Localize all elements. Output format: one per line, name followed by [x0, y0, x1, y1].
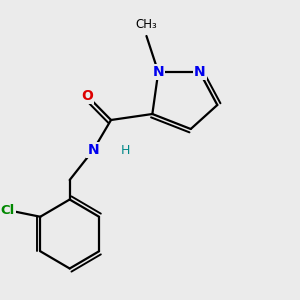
Text: CH₃: CH₃: [136, 19, 157, 32]
Text: Cl: Cl: [1, 204, 15, 217]
Text: N: N: [88, 143, 99, 157]
Text: N: N: [152, 65, 164, 79]
Text: N: N: [194, 65, 206, 79]
Text: H: H: [121, 143, 130, 157]
Text: O: O: [82, 89, 93, 103]
